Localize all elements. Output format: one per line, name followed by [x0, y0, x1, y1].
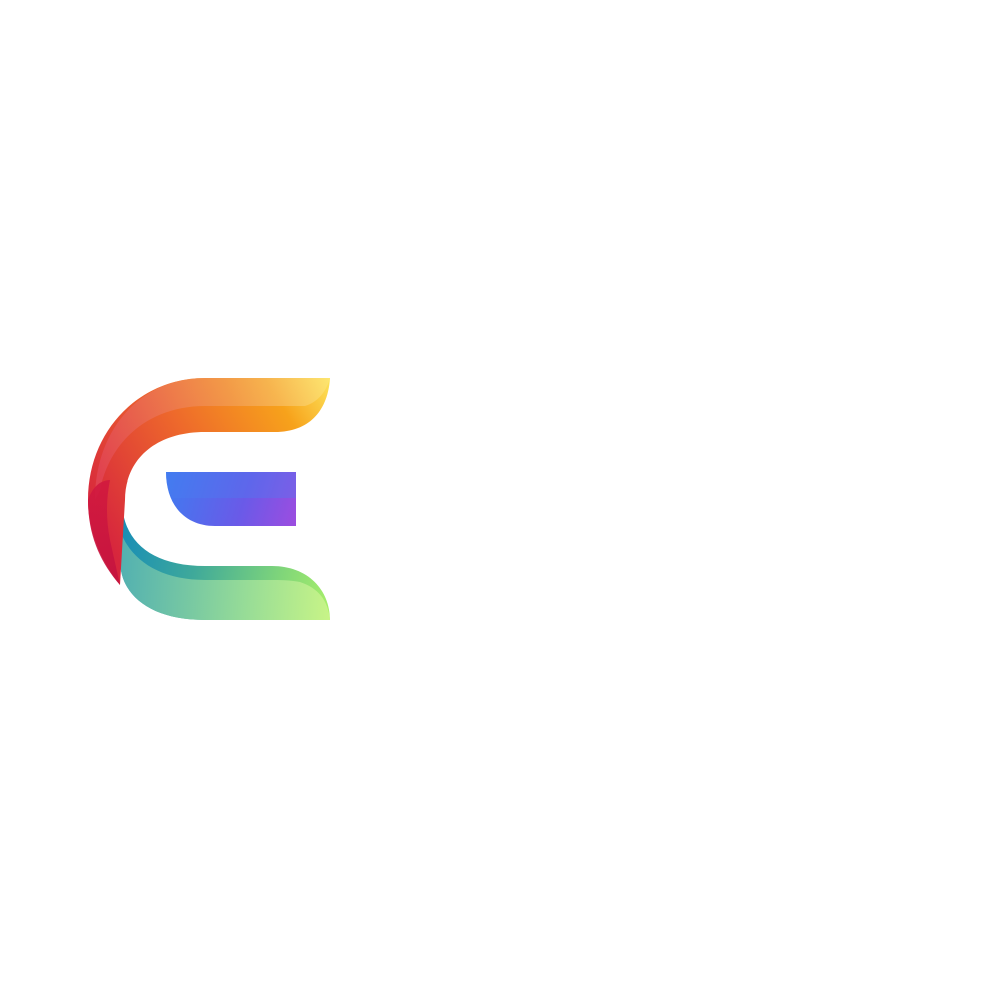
logo-top-stroke [88, 378, 330, 585]
logo-middle-bar [166, 472, 296, 526]
logo-bottom-stroke [120, 500, 330, 620]
